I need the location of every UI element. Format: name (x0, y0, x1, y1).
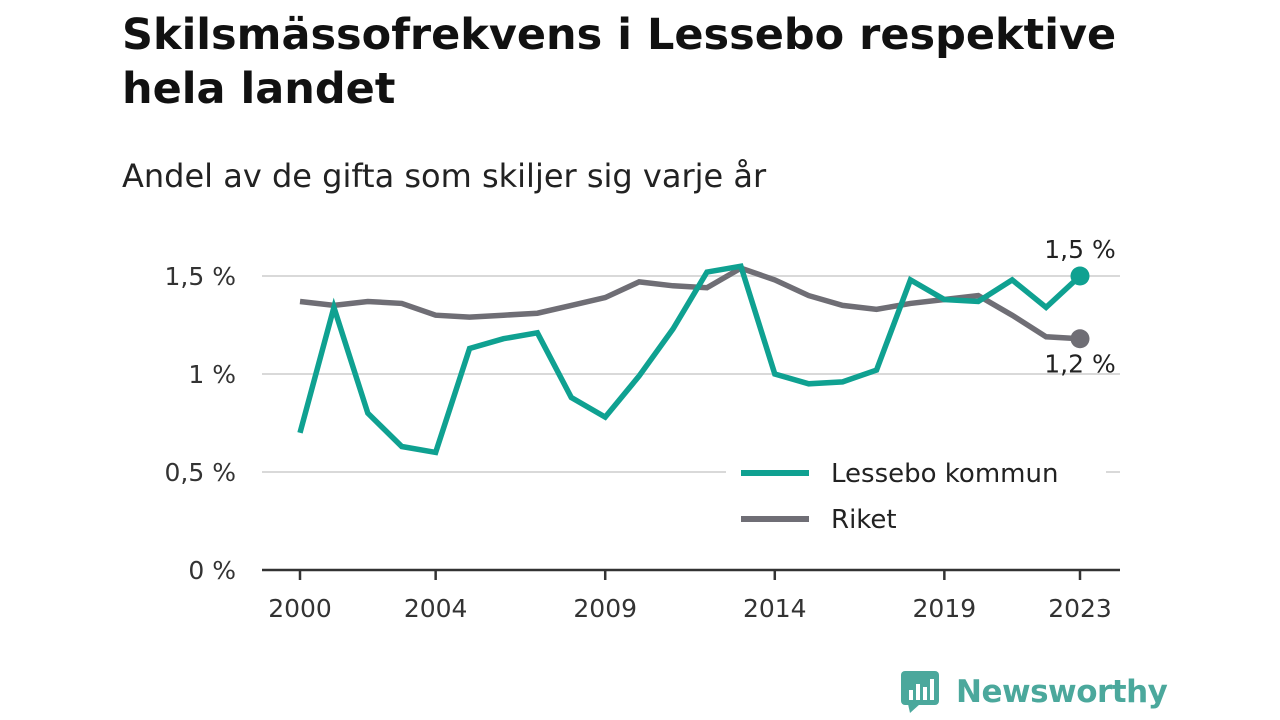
x-tick-label: 2019 (913, 594, 977, 623)
end-label-riket: 1,2 % (1044, 350, 1115, 379)
newsworthy-logo: Newsworthy (900, 668, 1168, 716)
legend-background (726, 452, 1106, 548)
x-tick-label: 2000 (268, 594, 332, 623)
end-point-riket (1070, 329, 1090, 349)
y-tick-label: 0 % (188, 556, 236, 585)
legend-label-lessebo: Lessebo kommun (831, 459, 1058, 489)
y-tick-label: 1 % (188, 360, 236, 389)
legend-label-riket: Riket (831, 505, 897, 535)
end-point-lessebo (1070, 266, 1090, 286)
y-tick-label: 1,5 % (165, 262, 236, 291)
chart-title: Skilsmässofrekvens i Lessebo respektive … (122, 10, 1117, 114)
series-line-lessebo (297, 263, 1082, 456)
y-tick-label: 0,5 % (165, 458, 236, 487)
chart-subtitle: Andel av de gifta som skiljer sig varje … (122, 157, 767, 195)
x-tick-label: 2009 (573, 594, 637, 623)
end-label-lessebo: 1,5 % (1044, 235, 1115, 264)
x-tick-label: 2023 (1048, 594, 1112, 623)
brand-name: Newsworthy (956, 674, 1168, 710)
x-tick-label: 2004 (404, 594, 468, 623)
newsworthy-logo-icon (901, 671, 939, 713)
x-tick-label: 2014 (743, 594, 807, 623)
